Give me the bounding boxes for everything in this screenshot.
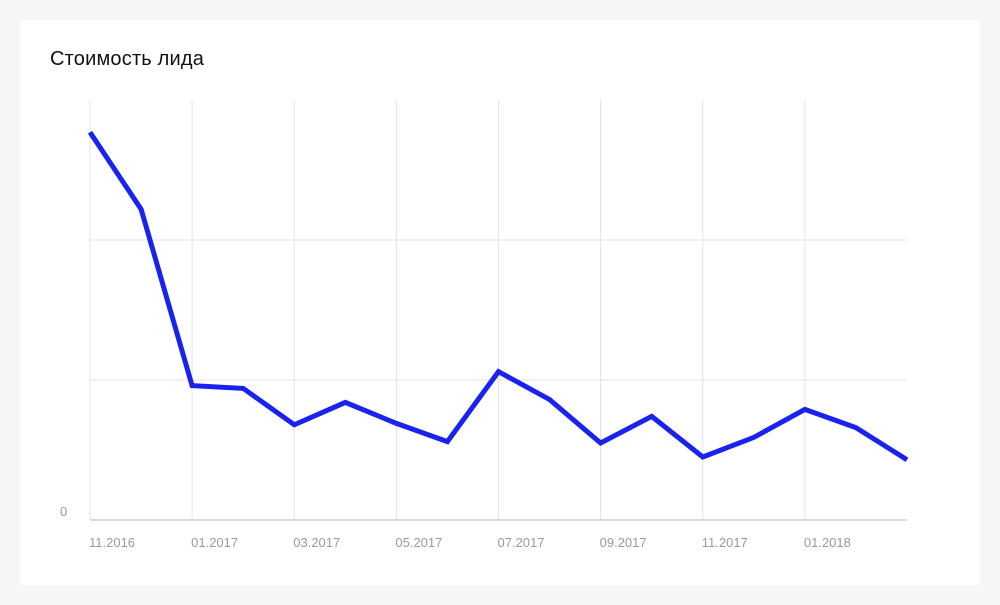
x-tick-label: 11.2016 (89, 535, 135, 550)
line-chart: 11.2016 01.2017 03.2017 05.2017 07.2017 09.20… (60, 100, 909, 550)
y-tick-label: 0 (60, 504, 67, 519)
x-tick-label: 03.2017 (293, 535, 340, 550)
tick-labels: 11.2016 01.2017 03.2017 05.2017 07.2017 09.20… (60, 504, 851, 550)
x-tick-label: 05.2017 (395, 535, 442, 550)
x-tick-label: 07.2017 (498, 535, 545, 550)
x-tick-label: 01.2018 (804, 535, 851, 550)
x-tick-label: 09.2017 (600, 535, 647, 550)
x-tick-label: 11.2017 (702, 535, 748, 550)
series-line-0 (87, 130, 909, 462)
grid-lines (89, 100, 907, 520)
chart-card: Стоимость лида 11.2016 01.2017 03.2017 05.2… (20, 20, 980, 585)
chart-title: Стоимость лида (50, 48, 205, 70)
series (87, 130, 909, 462)
x-tick-label: 01.2017 (191, 535, 238, 550)
